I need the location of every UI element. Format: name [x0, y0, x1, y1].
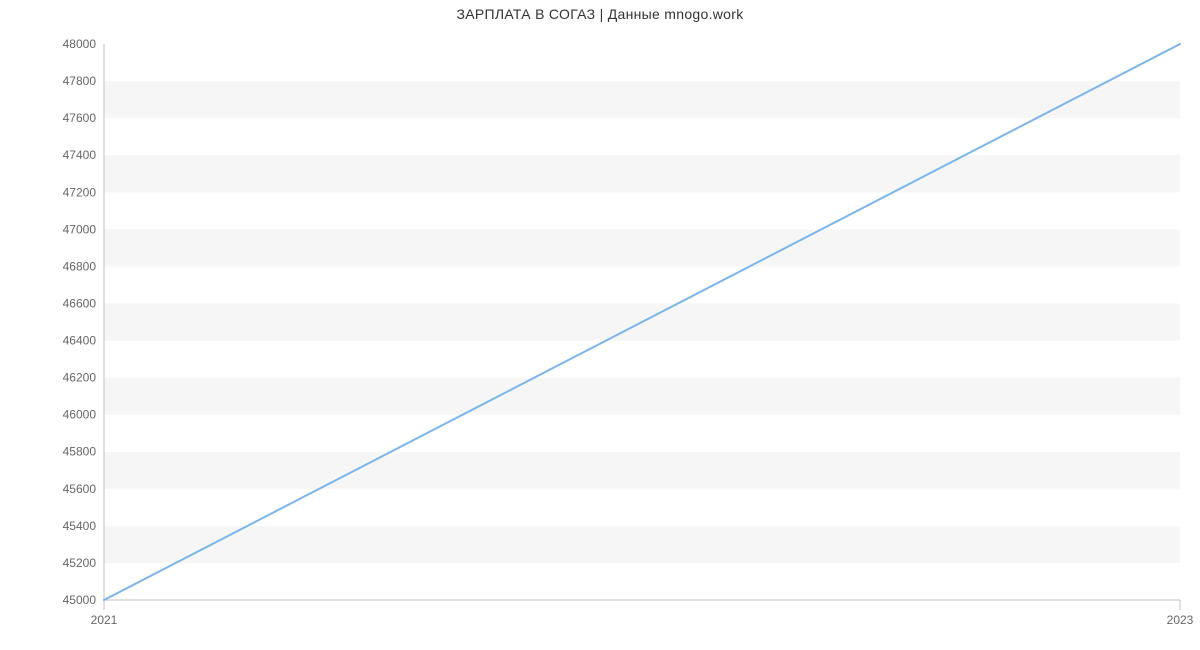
y-tick-label: 45400: [63, 519, 97, 533]
y-tick: 46200: [63, 371, 97, 385]
plot-band: [104, 44, 1180, 81]
plot-band: [104, 415, 1180, 452]
y-tick: 47600: [63, 111, 97, 125]
plot-band: [104, 118, 1180, 155]
plot-band: [104, 526, 1180, 563]
y-tick: 45000: [63, 593, 97, 607]
y-tick-label: 46400: [63, 334, 97, 348]
x-tick-label: 2023: [1167, 613, 1194, 627]
chart-canvas: 45000 45200 45400 45600 45800 46000 46200 46400…: [0, 0, 1200, 650]
y-tick-label: 46000: [63, 408, 97, 422]
y-tick-label: 45800: [63, 445, 97, 459]
plot-band: [104, 341, 1180, 378]
y-tick: 46000: [63, 408, 97, 422]
y-tick-label: 45600: [63, 482, 97, 496]
y-tick: 45600: [63, 482, 97, 496]
y-tick-label: 47400: [63, 148, 97, 162]
y-tick: 47200: [63, 185, 97, 199]
y-tick-label: 47000: [63, 222, 97, 236]
y-tick: 45400: [63, 519, 97, 533]
y-tick: 48000: [63, 37, 97, 51]
salary-line-chart: ЗАРПЛАТА В СОГАЗ | Данные mnogo.work 450…: [0, 0, 1200, 650]
y-tick: 47400: [63, 148, 97, 162]
y-tick-label: 45200: [63, 556, 97, 570]
plot-band: [104, 378, 1180, 415]
plot-band: [104, 489, 1180, 526]
y-tick-label: 47200: [63, 185, 97, 199]
y-tick: 46600: [63, 296, 97, 310]
plot-band: [104, 192, 1180, 229]
x-tick-label: 2021: [91, 613, 118, 627]
plot-band: [104, 266, 1180, 303]
y-tick-label: 47800: [63, 74, 97, 88]
y-tick: 46800: [63, 259, 97, 273]
plot-band: [104, 563, 1180, 600]
plot-band: [104, 155, 1180, 192]
plot-band: [104, 452, 1180, 489]
y-tick: 46400: [63, 334, 97, 348]
y-tick: 45800: [63, 445, 97, 459]
y-tick-label: 45000: [63, 593, 97, 607]
plot-band: [104, 81, 1180, 118]
x-tick: 2023: [1167, 600, 1194, 627]
y-tick-label: 46800: [63, 259, 97, 273]
y-tick: 47800: [63, 74, 97, 88]
y-tick-label: 47600: [63, 111, 97, 125]
y-tick-label: 46600: [63, 296, 97, 310]
y-tick: 47000: [63, 222, 97, 236]
plot-band: [104, 229, 1180, 266]
y-tick-label: 48000: [63, 37, 97, 51]
y-tick: 45200: [63, 556, 97, 570]
y-tick-label: 46200: [63, 371, 97, 385]
